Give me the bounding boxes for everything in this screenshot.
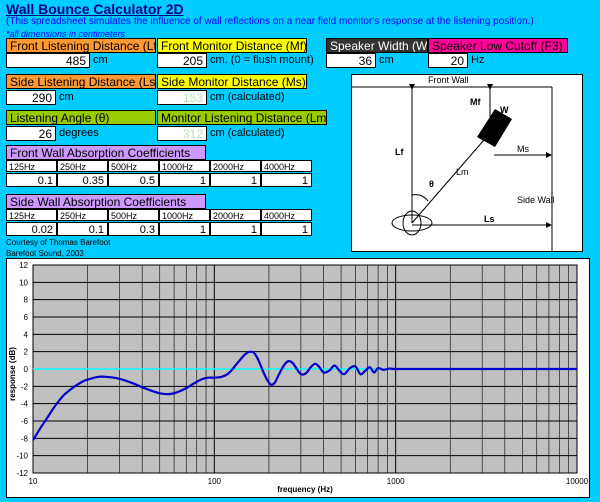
front-coef-input[interactable]: 0.35 — [57, 173, 108, 187]
y-tick-label: 0 — [24, 365, 29, 374]
side-coef-input[interactable]: 1 — [261, 222, 312, 236]
speaker-cutoff-input[interactable]: 20 — [428, 53, 468, 68]
dimensions-note: *all dimensions in centimeters — [6, 29, 126, 39]
listening-angle-unit: degrees — [59, 127, 99, 139]
front-monitor-input[interactable]: 205 — [157, 53, 207, 68]
side-freq-header: 250Hz — [57, 209, 108, 221]
credit-author: Courtesy of Thomas Barefoot — [6, 238, 111, 247]
front-coef-input[interactable]: 1 — [210, 173, 261, 187]
x-tick-label: 100 — [208, 477, 222, 486]
ms-text: Ms — [517, 144, 529, 154]
side-coef-input[interactable]: 0.1 — [57, 222, 108, 236]
front-absorption-label: Front Wall Absorption Coefficients — [6, 145, 206, 160]
front-coef-input[interactable]: 0.5 — [108, 173, 159, 187]
chart-series — [32, 350, 577, 441]
listening-angle-label: Listening Angle (θ) — [6, 110, 156, 125]
side-freq-header: 4000Hz — [261, 209, 312, 221]
y-tick-label: -8 — [21, 434, 29, 443]
speaker-cutoff-label: Speaker Low Cutoff (F3) — [428, 38, 568, 53]
monitor-listening-unit: cm (calculated) — [210, 127, 285, 139]
listener-ear-icon — [402, 210, 422, 236]
w-text: W — [500, 105, 509, 115]
app-title: Wall Bounce Calculator 2D — [6, 1, 184, 17]
front-coef-input[interactable]: 1 — [159, 173, 210, 187]
room-diagram: Front Wall Side Wall Lf Mf W Ms Lm θ Ls — [351, 74, 583, 252]
front-monitor-unit: cm. (0 = flush mount) — [210, 54, 314, 66]
app-subtitle: (This spreadsheet simulates the influenc… — [6, 16, 534, 27]
ls-text: Ls — [484, 214, 495, 224]
front-listening-unit: cm — [93, 54, 108, 66]
mf-text: Mf — [470, 97, 481, 107]
y-tick-label: -4 — [21, 400, 29, 409]
speaker-width-unit: cm — [379, 54, 394, 66]
y-tick-label: 4 — [24, 330, 29, 339]
side-freq-header: 1000Hz — [159, 209, 210, 221]
y-tick-label: -6 — [21, 417, 29, 426]
front-wall-text: Front Wall — [428, 75, 469, 85]
room-diagram-svg: Front Wall Side Wall Lf Mf W Ms Lm θ Ls — [352, 75, 555, 251]
side-coef-input[interactable]: 1 — [210, 222, 261, 236]
monitor-listening-label: Monitor Listening Distance (Lm) — [157, 110, 327, 125]
side-listening-label: Side Listening Distance (Ls) — [6, 74, 156, 89]
front-freq-header: 4000Hz — [261, 160, 312, 172]
front-listening-input[interactable]: 485 — [6, 53, 90, 68]
front-monitor-label: Front Monitor Distance (Mf) — [157, 38, 307, 53]
side-monitor-unit: cm (calculated) — [210, 91, 285, 103]
response-curve — [32, 350, 577, 441]
front-freq-header: 125Hz — [6, 160, 57, 172]
side-freq-header: 125Hz — [6, 209, 57, 221]
y-tick-label: 6 — [24, 313, 29, 322]
lf-text: Lf — [395, 147, 404, 157]
monitor-listening-value: 312 — [157, 126, 207, 141]
lm-text: Lm — [456, 167, 469, 177]
listening-angle-input[interactable]: 26 — [6, 126, 56, 141]
lm-line — [411, 132, 491, 224]
y-tick-label: 8 — [24, 296, 29, 305]
y-axis-label: response (dB) — [8, 347, 17, 401]
side-monitor-value: 153 — [157, 90, 207, 105]
front-freq-header: 1000Hz — [159, 160, 210, 172]
side-freq-header: 2000Hz — [210, 209, 261, 221]
front-listening-label: Front Listening Distance (Lf) — [6, 38, 156, 53]
side-coef-input[interactable]: 1 — [159, 222, 210, 236]
x-tick-label: 10000 — [566, 477, 589, 486]
theta-text: θ — [429, 179, 434, 189]
front-coef-input[interactable]: 1 — [261, 173, 312, 187]
side-monitor-label: Side Monitor Distance (Ms) — [157, 74, 307, 89]
y-tick-label: 2 — [24, 348, 29, 357]
credit-company: Barefoot Sound, 2003 — [6, 249, 84, 258]
front-freq-header: 250Hz — [57, 160, 108, 172]
front-coef-input[interactable]: 0.1 — [6, 173, 57, 187]
speaker-cutoff-unit: Hz — [471, 54, 485, 66]
listener-head-icon — [391, 214, 433, 232]
side-listening-input[interactable]: 290 — [6, 90, 56, 105]
speaker-width-input[interactable]: 36 — [326, 53, 376, 68]
speaker-width-label: Speaker Width (W) — [326, 38, 428, 53]
y-tick-label: 10 — [19, 278, 28, 287]
y-tick-label: -2 — [21, 382, 29, 391]
front-freq-header: 500Hz — [108, 160, 159, 172]
side-wall-text: Side Wall — [517, 195, 555, 205]
y-tick-label: 12 — [19, 261, 28, 270]
y-tick-label: -12 — [16, 469, 28, 478]
y-tick-label: -10 — [16, 452, 28, 461]
response-chart: 12 10 8 6 4 2 0 -2 -4 -6 -8 -10 -12 10 100 1000 10000 fr… — [6, 258, 590, 498]
side-coef-input[interactable]: 0.02 — [6, 222, 57, 236]
side-coef-input[interactable]: 0.3 — [108, 222, 159, 236]
side-freq-header: 500Hz — [108, 209, 159, 221]
x-tick-label: 1000 — [387, 477, 405, 486]
x-tick-label: 10 — [29, 477, 38, 486]
side-absorption-label: Side Wall Absorption Coefficients — [6, 194, 206, 209]
side-listening-unit: cm — [59, 91, 74, 103]
angle-arc — [411, 194, 429, 202]
x-axis-label: frequency (Hz) — [277, 485, 333, 494]
front-freq-header: 2000Hz — [210, 160, 261, 172]
